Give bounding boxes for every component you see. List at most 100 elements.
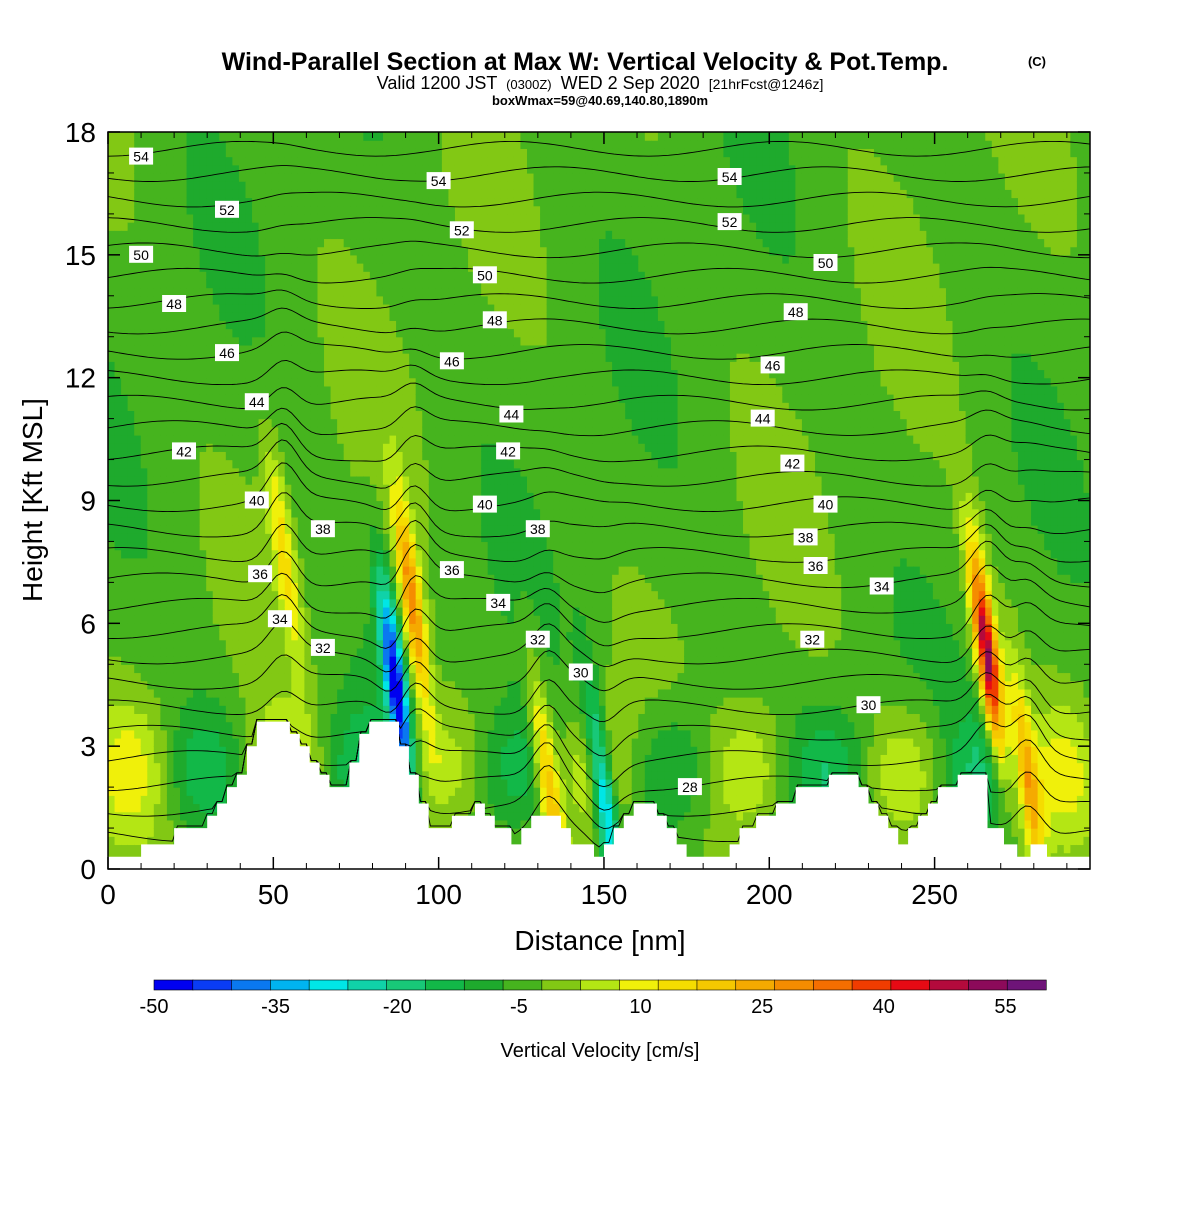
w-cell [428, 525, 436, 534]
w-cell [409, 533, 417, 543]
w-cell [199, 778, 207, 788]
w-cell [396, 181, 404, 190]
w-cell [166, 369, 175, 379]
w-cell [310, 664, 319, 674]
w-cell [330, 156, 338, 166]
w-cell [140, 566, 148, 575]
w-cell [448, 459, 456, 469]
w-cell [304, 377, 312, 387]
w-cell [173, 336, 181, 346]
w-cell [206, 459, 214, 469]
w-cell [121, 279, 129, 289]
w-cell [232, 778, 240, 788]
w-cell [317, 410, 325, 420]
w-cell [448, 394, 456, 403]
w-cell [173, 369, 181, 379]
w-cell [153, 369, 161, 379]
w-cell [225, 590, 233, 600]
w-cell [180, 189, 188, 199]
w-cell [212, 181, 220, 190]
w-cell [160, 508, 168, 518]
w-cell [114, 238, 122, 248]
w-cell [199, 590, 207, 600]
w-cell [356, 238, 364, 248]
w-cell [291, 606, 299, 616]
w-cell [343, 320, 351, 330]
w-cell [206, 754, 214, 764]
w-cell [304, 254, 312, 264]
w-cell [127, 656, 135, 665]
w-cell [369, 205, 378, 215]
w-cell [396, 434, 404, 444]
w-cell [186, 222, 194, 231]
w-cell [396, 737, 404, 747]
w-cell [271, 271, 279, 280]
w-cell [389, 303, 397, 313]
w-cell [461, 271, 469, 280]
w-cell [212, 500, 220, 510]
w-cell [454, 631, 463, 641]
w-cell [173, 606, 181, 616]
w-cell [468, 705, 476, 715]
w-cell [324, 156, 332, 166]
w-cell [186, 164, 194, 174]
w-cell [324, 271, 332, 280]
w-cell [454, 189, 463, 199]
w-cell [186, 238, 194, 248]
w-cell [206, 721, 214, 731]
w-cell [147, 729, 155, 739]
w-cell [147, 500, 155, 510]
w-cell [396, 172, 404, 182]
w-cell [454, 803, 463, 813]
w-cell [448, 762, 456, 772]
w-cell [134, 639, 142, 649]
w-cell [382, 312, 391, 321]
w-cell [127, 418, 135, 428]
w-cell [317, 615, 325, 624]
w-cell [180, 598, 188, 608]
w-cell [376, 533, 384, 543]
w-cell [265, 361, 273, 371]
w-cell [435, 688, 443, 698]
w-cell [376, 500, 384, 510]
w-cell [206, 525, 214, 534]
w-cell [245, 475, 253, 485]
w-cell [369, 238, 378, 248]
w-cell [271, 254, 279, 264]
w-cell [291, 647, 299, 657]
w-cell [147, 549, 155, 559]
w-cell [304, 279, 312, 289]
w-cell [356, 492, 364, 502]
w-cell [180, 754, 188, 764]
w-cell [245, 238, 253, 248]
w-cell [252, 631, 260, 641]
w-cell [114, 811, 122, 821]
w-cell [324, 705, 332, 715]
w-cell [376, 525, 384, 534]
w-cell [212, 418, 220, 428]
w-cell [140, 197, 148, 207]
w-cell [127, 623, 135, 633]
w-cell [415, 762, 423, 772]
w-cell [199, 336, 207, 346]
w-cell [173, 385, 181, 395]
w-cell [441, 295, 450, 305]
w-cell [363, 320, 371, 330]
w-cell [186, 819, 194, 829]
w-cell [317, 688, 325, 698]
w-cell [441, 697, 450, 706]
w-cell [435, 721, 443, 731]
w-cell [389, 656, 397, 665]
w-cell [356, 557, 364, 567]
w-cell [180, 385, 188, 395]
w-cell [297, 295, 305, 305]
w-cell [238, 754, 247, 764]
w-cell [304, 451, 312, 461]
w-cell [232, 320, 240, 330]
w-cell [180, 688, 188, 698]
w-cell [193, 246, 201, 256]
w-cell [382, 582, 391, 592]
w-cell [317, 279, 325, 289]
w-cell [199, 246, 207, 256]
w-cell [180, 541, 188, 551]
